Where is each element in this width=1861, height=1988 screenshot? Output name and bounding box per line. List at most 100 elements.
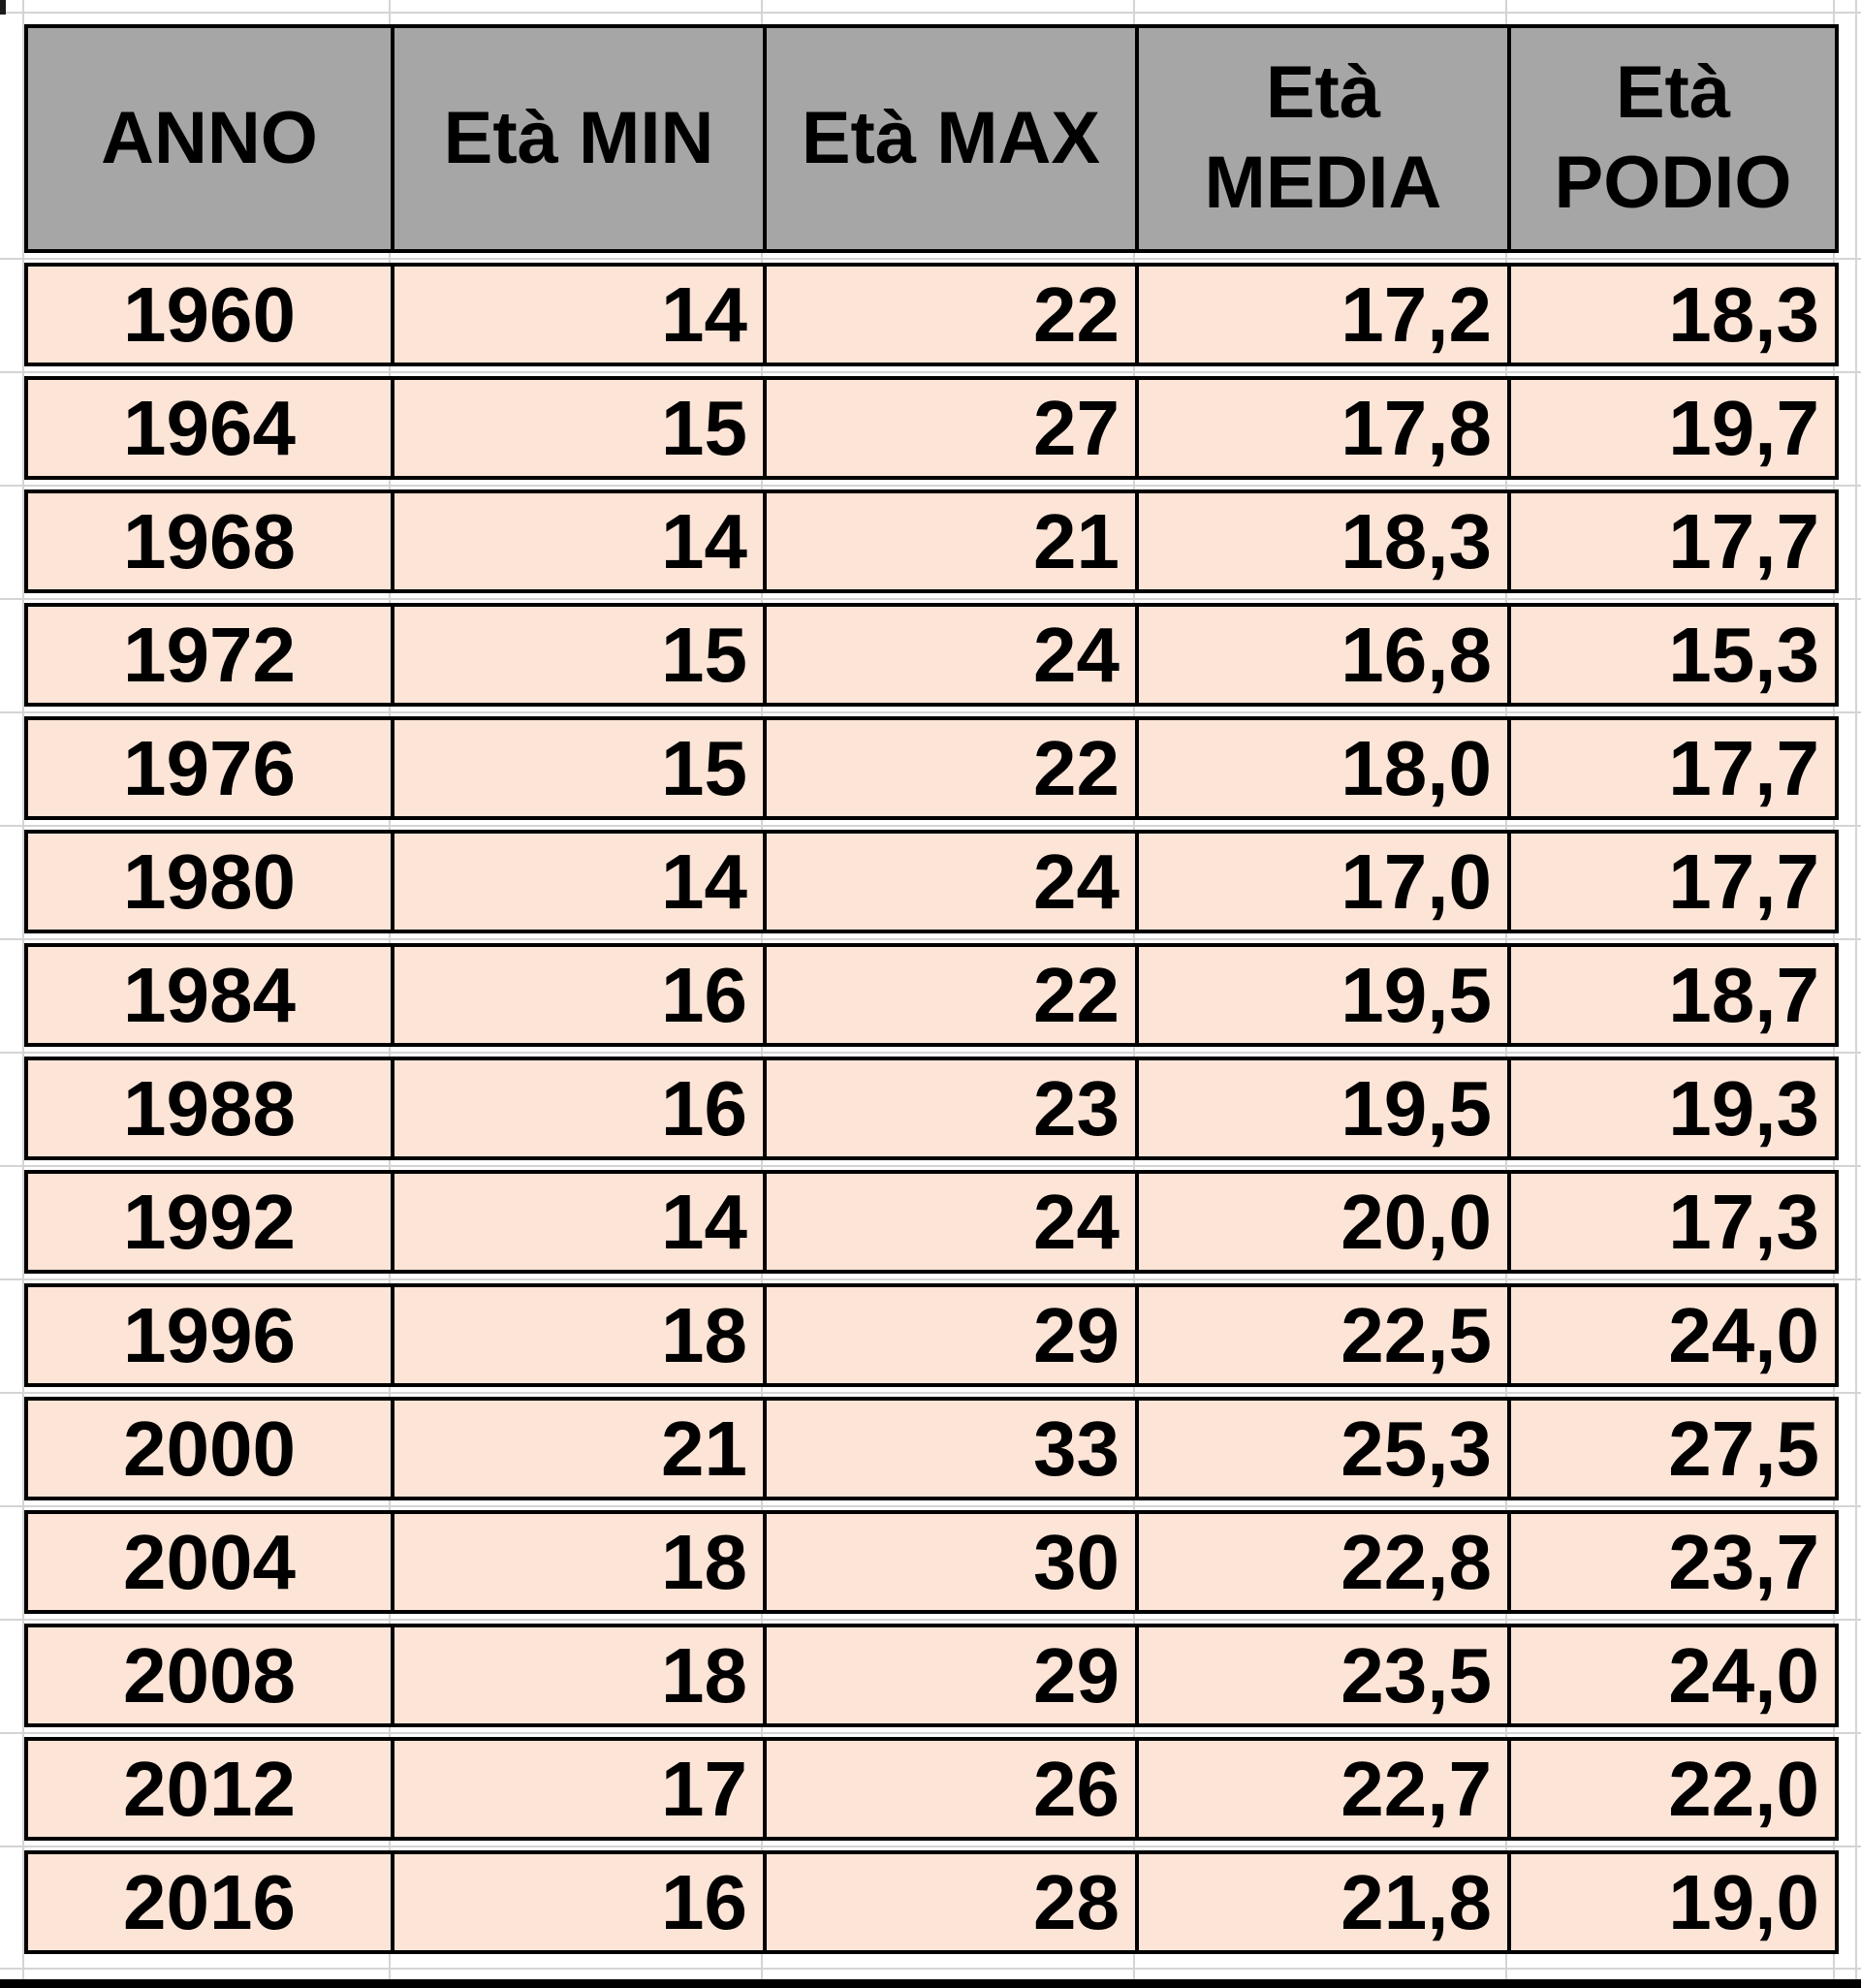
cell-eta-podio[interactable]: 17,7 [1507,493,1835,589]
cell-eta-min[interactable]: 21 [391,1401,763,1497]
cell-eta-media[interactable]: 21,8 [1135,1854,1507,1950]
gridline-horizontal [0,12,1861,14]
cell-eta-min[interactable]: 15 [391,720,763,816]
cell-eta-podio[interactable]: 24,0 [1507,1287,1835,1383]
gridline-horizontal [0,1392,1861,1394]
table-row: 1992 14 24 20,0 17,3 [24,1170,1839,1274]
cell-eta-min[interactable]: 14 [391,493,763,589]
cell-eta-max[interactable]: 33 [763,1401,1135,1497]
cell-eta-min[interactable]: 16 [391,947,763,1043]
cell-anno[interactable]: 2008 [123,1631,296,1719]
cell-anno[interactable]: 1968 [123,497,296,584]
table-row: 1960 14 22 17,2 18,3 [24,263,1839,366]
cell-eta-media[interactable]: 18,3 [1135,493,1507,589]
cell-eta-min[interactable]: 16 [391,1060,763,1156]
column-header-eta-podio[interactable]: Età PODIO [1507,28,1835,249]
cell-anno[interactable]: 1976 [123,724,296,811]
cell-eta-max[interactable]: 29 [763,1287,1135,1383]
cell-eta-media[interactable]: 19,5 [1135,1060,1507,1156]
cell-eta-max[interactable]: 22 [763,267,1135,363]
cell-eta-podio[interactable]: 18,7 [1507,947,1835,1043]
table-row: 2012 17 26 22,7 22,0 [24,1737,1839,1841]
column-header-eta-min[interactable]: Età MIN [391,28,763,249]
cell-eta-media[interactable]: 18,0 [1135,720,1507,816]
column-header-eta-max[interactable]: Età MAX [763,28,1135,249]
cell-eta-media[interactable]: 22,5 [1135,1287,1507,1383]
cell-eta-max[interactable]: 26 [763,1741,1135,1837]
column-header-eta-media[interactable]: Età MEDIA [1135,28,1507,249]
cell-eta-podio[interactable]: 17,3 [1507,1174,1835,1270]
cell-anno[interactable]: 2016 [123,1858,296,1945]
cell-eta-max[interactable]: 22 [763,947,1135,1043]
cell-eta-media[interactable]: 23,5 [1135,1627,1507,1723]
cell-eta-media[interactable]: 17,2 [1135,267,1507,363]
cell-eta-min[interactable]: 18 [391,1514,763,1610]
table-row: 1976 15 22 18,0 17,7 [24,716,1839,820]
cell-eta-podio[interactable]: 17,7 [1507,834,1835,930]
cell-anno[interactable]: 1992 [123,1178,296,1265]
cell-anno[interactable]: 2004 [123,1518,296,1605]
cell-anno[interactable]: 1996 [123,1291,296,1378]
table-row: 2008 18 29 23,5 24,0 [24,1624,1839,1727]
cell-eta-max[interactable]: 30 [763,1514,1135,1610]
cell-anno[interactable]: 1960 [123,270,296,358]
cell-eta-media[interactable]: 17,0 [1135,834,1507,930]
cell-eta-media[interactable]: 17,8 [1135,380,1507,476]
cell-eta-podio[interactable]: 23,7 [1507,1514,1835,1610]
cell-anno[interactable]: 2012 [123,1745,296,1832]
cell-eta-max[interactable]: 24 [763,834,1135,930]
cell-anno[interactable]: 1972 [123,611,296,698]
cell-eta-media[interactable]: 22,8 [1135,1514,1507,1610]
cell-eta-podio[interactable]: 17,7 [1507,720,1835,816]
cell-eta-media[interactable]: 25,3 [1135,1401,1507,1497]
cell-eta-max[interactable]: 21 [763,493,1135,589]
cell-eta-media[interactable]: 16,8 [1135,607,1507,703]
cell-anno[interactable]: 1964 [123,384,296,471]
gridline-vertical [1855,0,1857,1980]
cell-eta-max[interactable]: 22 [763,720,1135,816]
gridline-horizontal [0,938,1861,940]
cell-eta-max[interactable]: 24 [763,607,1135,703]
screenshot-bottom-border [0,1979,1861,1988]
cell-eta-podio[interactable]: 19,3 [1507,1060,1835,1156]
cell-eta-podio[interactable]: 18,3 [1507,267,1835,363]
cell-eta-media[interactable]: 22,7 [1135,1741,1507,1837]
cell-eta-min[interactable]: 15 [391,380,763,476]
gridline-horizontal [0,1505,1861,1507]
column-header-anno[interactable]: ANNO [101,96,318,179]
cell-anno[interactable]: 1984 [123,951,296,1038]
table-body: 1960 14 22 17,2 18,3 1964 15 27 17,8 19,7 1968 14 21… [24,263,1839,1954]
cell-eta-min[interactable]: 15 [391,607,763,703]
cell-eta-max[interactable]: 28 [763,1854,1135,1950]
cell-eta-podio[interactable]: 22,0 [1507,1741,1835,1837]
gridline-horizontal [0,1846,1861,1847]
cell-eta-media[interactable]: 20,0 [1135,1174,1507,1270]
cell-eta-max[interactable]: 29 [763,1627,1135,1723]
cell-eta-min[interactable]: 18 [391,1287,763,1383]
table-row: 2000 21 33 25,3 27,5 [24,1397,1839,1500]
table-row: 1972 15 24 16,8 15,3 [24,603,1839,707]
cell-eta-min[interactable]: 14 [391,834,763,930]
cell-anno[interactable]: 1980 [123,837,296,925]
cell-eta-min[interactable]: 14 [391,267,763,363]
gridline-horizontal [0,1278,1861,1280]
cell-eta-podio[interactable]: 27,5 [1507,1401,1835,1497]
cell-eta-max[interactable]: 23 [763,1060,1135,1156]
table-row: 1984 16 22 19,5 18,7 [24,943,1839,1047]
cell-eta-podio[interactable]: 24,0 [1507,1627,1835,1723]
cell-eta-min[interactable]: 14 [391,1174,763,1270]
gridline-horizontal [0,1968,1861,1970]
cell-eta-podio[interactable]: 19,0 [1507,1854,1835,1950]
cell-eta-min[interactable]: 16 [391,1854,763,1950]
cell-eta-min[interactable]: 18 [391,1627,763,1723]
cell-eta-max[interactable]: 27 [763,380,1135,476]
cell-eta-podio[interactable]: 15,3 [1507,607,1835,703]
cell-anno[interactable]: 1988 [123,1064,296,1152]
cell-eta-min[interactable]: 17 [391,1741,763,1837]
cell-eta-podio[interactable]: 19,7 [1507,380,1835,476]
cell-eta-max[interactable]: 24 [763,1174,1135,1270]
cell-anno[interactable]: 2000 [123,1404,296,1492]
table-row: 1996 18 29 22,5 24,0 [24,1283,1839,1387]
cell-eta-media[interactable]: 19,5 [1135,947,1507,1043]
